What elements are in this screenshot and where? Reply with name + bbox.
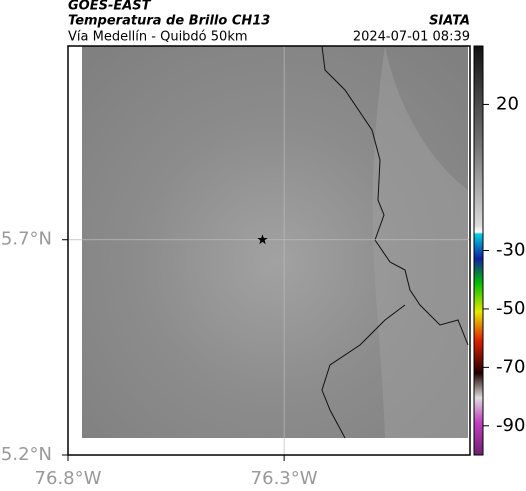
location-marker [257,234,268,245]
colorbar-tick-label: 20 [496,93,519,114]
y-tick-label: 5.7°N [1,229,52,250]
colorbar [473,45,484,456]
subtitle: Temperatura de Brillo CH13 [68,14,270,29]
colorbar-tick-label: -50 [496,298,525,319]
y-tick-label: 5.2°N [1,444,52,465]
colorbar-tick-label: -70 [496,356,525,377]
map-frame [67,45,471,456]
colorbar-tick-label: -90 [496,415,525,436]
x-tick-label: 76.3°W [251,468,318,489]
x-tick-label: 76.8°W [35,468,102,489]
source: SIATA [429,14,470,29]
brightness-field [372,46,468,438]
colorbar-tick-label: -30 [496,240,525,261]
datetime: 2024-07-01 08:39 [353,30,470,45]
title: GOES-EAST [68,0,152,14]
location: Vía Medellín - Quibdó 50km [68,30,248,45]
